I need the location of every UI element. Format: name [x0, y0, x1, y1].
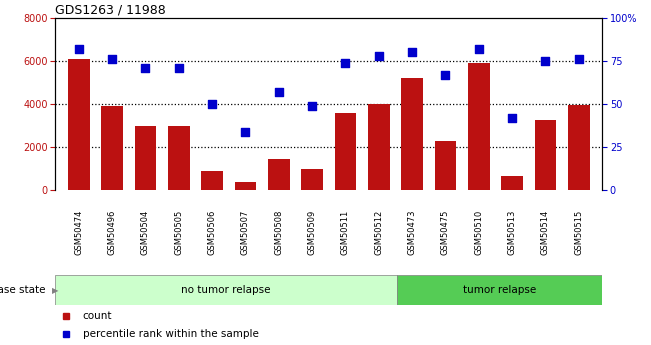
Text: GSM50505: GSM50505 [174, 210, 183, 255]
Bar [68, 59, 90, 190]
Text: count: count [83, 312, 112, 322]
Point [540, 58, 551, 64]
Text: GSM50475: GSM50475 [441, 210, 450, 255]
Point [74, 46, 84, 52]
Point [107, 57, 117, 62]
Point [374, 53, 384, 59]
Point [240, 129, 251, 135]
Point [574, 57, 584, 62]
Bar [101, 106, 123, 190]
Text: disease state: disease state [0, 285, 46, 295]
Bar [268, 159, 290, 190]
Point [407, 50, 417, 55]
Text: tumor relapse: tumor relapse [463, 285, 536, 295]
Bar [534, 120, 557, 190]
Point [273, 89, 284, 95]
Text: GSM50496: GSM50496 [107, 210, 117, 255]
Bar [335, 113, 356, 190]
Text: GSM50513: GSM50513 [508, 210, 517, 255]
Bar [55, 275, 397, 305]
Point [207, 101, 217, 107]
Text: GSM50474: GSM50474 [74, 210, 83, 255]
Bar [201, 171, 223, 190]
Text: GSM50509: GSM50509 [307, 210, 316, 255]
Text: ▶: ▶ [52, 286, 59, 295]
Point [440, 72, 450, 78]
Text: GSM50512: GSM50512 [374, 210, 383, 255]
Text: GSM50510: GSM50510 [475, 210, 483, 255]
Bar [401, 78, 423, 190]
Bar [168, 126, 189, 190]
Point [507, 115, 518, 121]
Point [473, 46, 484, 52]
Text: GSM50515: GSM50515 [574, 210, 583, 255]
Bar [135, 126, 156, 190]
Point [340, 60, 351, 66]
Text: no tumor relapse: no tumor relapse [182, 285, 271, 295]
Point [307, 103, 317, 109]
Text: GSM50504: GSM50504 [141, 210, 150, 255]
Point [174, 65, 184, 71]
Point [140, 65, 150, 71]
Text: GDS1263 / 11988: GDS1263 / 11988 [55, 4, 166, 17]
Text: GSM50507: GSM50507 [241, 210, 250, 255]
Bar [301, 169, 323, 190]
Bar [468, 63, 490, 190]
Text: GSM50508: GSM50508 [274, 210, 283, 255]
Bar [501, 176, 523, 190]
Bar [234, 182, 256, 190]
Text: GSM50506: GSM50506 [208, 210, 217, 255]
Bar [568, 105, 590, 190]
Text: GSM50511: GSM50511 [341, 210, 350, 255]
Bar [397, 275, 602, 305]
Text: GSM50514: GSM50514 [541, 210, 550, 255]
Text: percentile rank within the sample: percentile rank within the sample [83, 329, 258, 339]
Bar [435, 141, 456, 190]
Bar [368, 104, 389, 190]
Text: GSM50473: GSM50473 [408, 210, 417, 255]
